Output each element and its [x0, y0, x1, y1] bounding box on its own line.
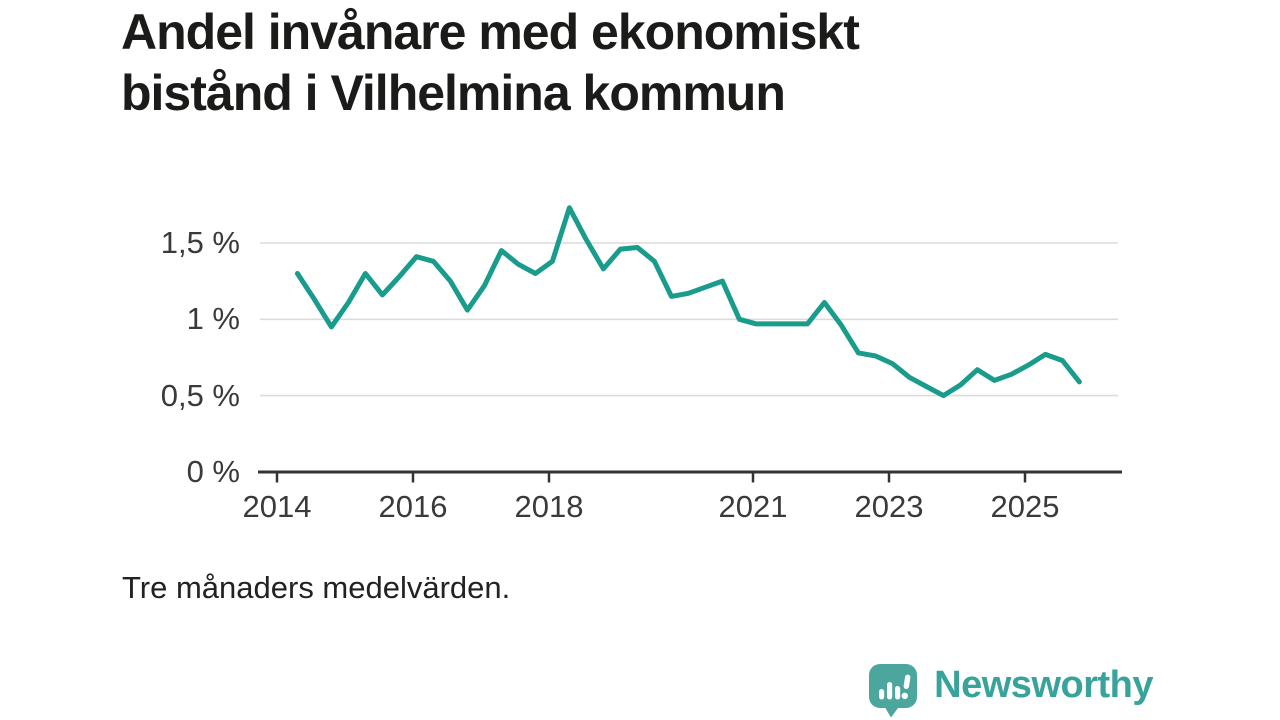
x-axis-tick-label: 2025 — [990, 489, 1060, 524]
y-axis-tick-label: 1 % — [186, 301, 240, 337]
newsworthy-bubble-chart-icon — [869, 664, 918, 718]
x-axis-tick-label: 2016 — [378, 489, 448, 524]
data-line — [294, 205, 1082, 399]
y-axis-tick-label: 0 % — [186, 454, 240, 489]
y-axis-tick-label: 1,5 % — [160, 224, 240, 260]
chart-note: Tre månaders medelvärden. — [122, 570, 511, 605]
x-axis-tick-label: 2021 — [718, 489, 788, 524]
x-axis-tick-label: 2018 — [514, 489, 584, 524]
chart-title: Andel invånare med ekonomiskt bistånd i … — [121, 4, 860, 121]
x-axis-tick-label: 2023 — [854, 489, 924, 524]
newsworthy-logo: Newsworthy — [867, 662, 1153, 718]
newsworthy-logo-text: Newsworthy — [934, 664, 1153, 706]
y-axis-tick-label: 0,5 % — [160, 377, 240, 413]
x-axis-tick-label: 2014 — [242, 489, 312, 524]
